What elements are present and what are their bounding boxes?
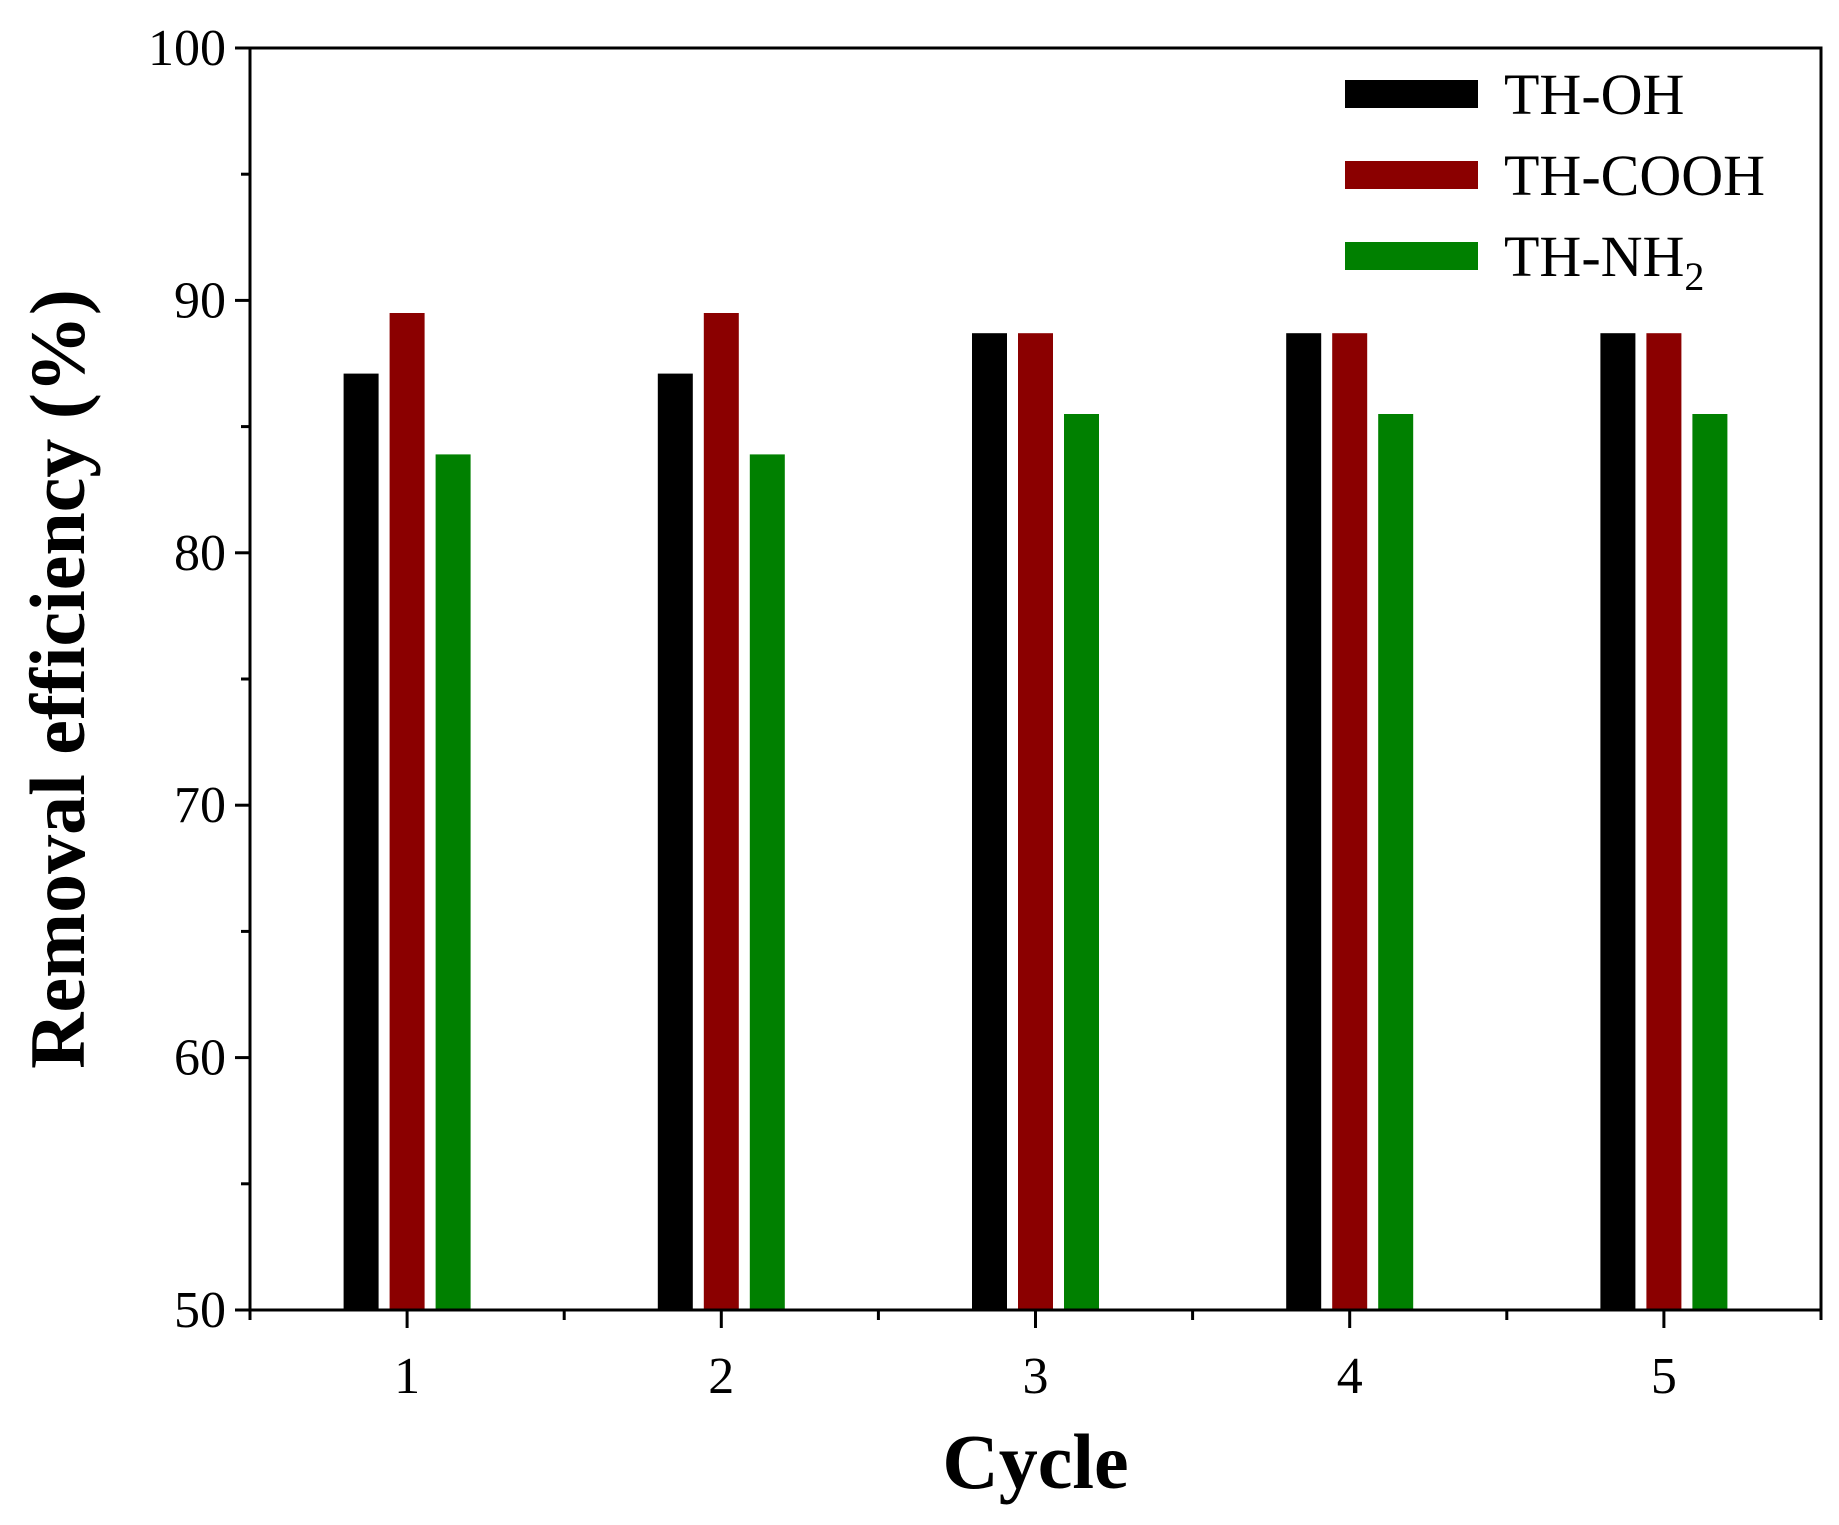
bar-th-oh-cycle-5 [1600,333,1636,1310]
bar-th-oh-cycle-2 [657,373,693,1311]
bar-th-nh2-cycle-3 [1064,414,1099,1310]
bar-th-cooh-cycle-5 [1646,333,1682,1310]
bar-th-cooh-cycle-2 [703,313,739,1310]
x-axis-title: Cycle [942,1418,1128,1505]
x-tick-label: 4 [1337,1348,1363,1405]
y-axis-title: Removal efficiency (%) [14,289,101,1069]
x-tick-label: 2 [708,1348,734,1405]
bar-th-nh2-cycle-1 [435,454,471,1310]
bar-th-oh-cycle-4 [1286,333,1322,1310]
bar-th-cooh-cycle-4 [1332,333,1368,1310]
legend-label-th-cooh: TH-COOH [1504,143,1765,208]
bars-group [343,313,1728,1311]
y-tick-label: 100 [148,20,226,77]
x-tick-label: 5 [1651,1348,1677,1405]
legend-label-th-oh: TH-OH [1504,62,1684,127]
bar-th-cooh-cycle-3 [1018,333,1053,1310]
axes-group: 50 60 70 80 90 100 1 2 3 4 5 [148,20,1823,1405]
bar-th-cooh-cycle-1 [389,313,425,1310]
legend-swatch-th-oh [1345,80,1478,108]
y-tick-label: 70 [174,777,226,834]
x-tick-label: 3 [1023,1348,1049,1405]
y-tick-label: 90 [174,272,226,329]
bar-th-oh-cycle-3 [972,333,1007,1310]
bar-th-nh2-cycle-5 [1692,414,1728,1310]
y-tick-label: 60 [174,1030,226,1087]
legend-label-th-nh2: TH-NH2 [1504,224,1704,299]
x-tick-label: 1 [394,1348,420,1405]
y-tick-label: 80 [174,525,226,582]
legend: TH-OH TH-COOH TH-NH2 [1345,62,1765,299]
bar-th-nh2-cycle-2 [749,454,785,1310]
bar-th-oh-cycle-1 [343,373,379,1311]
y-tick-label: 50 [174,1282,226,1339]
bar-th-nh2-cycle-4 [1378,414,1414,1310]
legend-swatch-th-cooh [1345,161,1478,189]
legend-swatch-th-nh2 [1345,242,1478,270]
